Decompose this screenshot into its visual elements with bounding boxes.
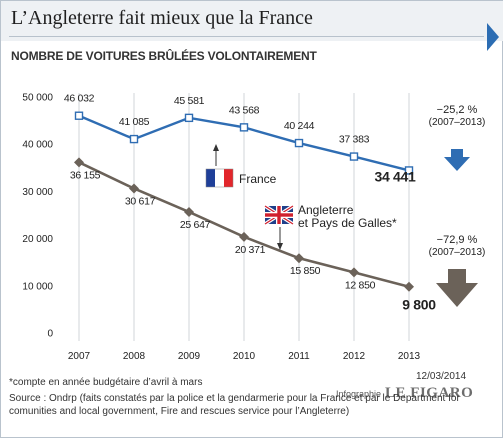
y-tick-label: 30 000 — [22, 187, 53, 198]
x-tick-label: 2011 — [288, 351, 310, 362]
credit-prefix: Infographie — [336, 389, 382, 399]
data-point — [129, 183, 139, 194]
data-point — [294, 253, 304, 264]
france-change-period: (2007–2013) — [429, 117, 486, 128]
data-point — [404, 281, 414, 292]
france-change-annotation: −25,2 % (2007–2013) — [429, 104, 486, 171]
data-point — [74, 157, 84, 168]
data-label: 36 155 — [70, 169, 101, 181]
france-flag-icon — [205, 168, 234, 188]
x-tick-label: 2007 — [68, 351, 91, 362]
france-down-arrow-icon — [444, 149, 470, 171]
england-series-name-line2: et Pays de Galles* — [298, 216, 397, 230]
data-label: 9 800 — [402, 297, 436, 313]
data-label: 40 244 — [284, 120, 315, 132]
corner-arrow-icon — [487, 23, 499, 51]
france-change-value: −25,2 % — [437, 104, 478, 116]
title-divider — [9, 36, 484, 37]
data-point — [239, 123, 249, 132]
series-markers — [74, 111, 414, 292]
france-series-name: France — [239, 172, 277, 186]
chart-subtitle: NOMBRE DE VOITURES BRÛLÉES VOLONTAIREMEN… — [11, 49, 317, 63]
x-tick-label: 2010 — [233, 351, 256, 362]
y-tick-label: 0 — [47, 329, 53, 340]
england-change-period: (2007–2013) — [429, 247, 486, 258]
data-label: 34 441 — [374, 168, 416, 184]
data-point — [184, 206, 194, 217]
grid-lines — [78, 93, 410, 341]
y-tick-label: 20 000 — [22, 234, 53, 245]
england-legend: Angleterre et Pays de Galles* — [264, 203, 397, 250]
data-label: 30 617 — [125, 195, 156, 207]
data-point — [74, 111, 84, 120]
england-change-value: −72,9 % — [437, 234, 478, 246]
england-series-name-line1: Angleterre — [298, 203, 354, 217]
source-note: Source : Ondrp (faits constatés par la p… — [9, 393, 460, 417]
data-label: 25 647 — [180, 219, 211, 231]
england-pointer-arrow-icon — [277, 243, 283, 250]
data-point — [349, 267, 359, 278]
data-label: 12 850 — [345, 279, 376, 291]
data-label: 15 850 — [290, 265, 321, 277]
y-axis-ticks: 0 10 000 20 000 30 000 40 000 50 000 — [22, 93, 53, 340]
y-tick-label: 40 000 — [22, 140, 53, 151]
le-figaro-logo: LE FIGARO — [385, 385, 474, 401]
data-point — [184, 113, 194, 123]
france-legend: France — [205, 144, 277, 188]
data-label: 43 568 — [229, 104, 260, 116]
credit: Infographie LE FIGARO — [336, 384, 473, 402]
data-labels: 46 032 41 085 45 581 43 568 40 244 37 383 34 4… — [64, 93, 437, 313]
france-pointer-arrow-icon — [213, 144, 219, 151]
data-point — [239, 231, 249, 242]
data-label: 41 085 — [119, 116, 150, 128]
data-point — [294, 138, 304, 148]
x-tick-label: 2012 — [343, 351, 366, 362]
data-point — [349, 152, 359, 161]
data-point — [404, 166, 414, 175]
x-axis-ticks: 2007 2008 2009 2010 2011 2012 2013 — [68, 351, 421, 362]
data-label: 45 581 — [174, 95, 205, 107]
england-down-arrow-icon — [436, 269, 478, 307]
y-tick-label: 50 000 — [22, 93, 53, 104]
x-tick-label: 2013 — [398, 351, 421, 362]
uk-flag-icon — [264, 204, 294, 226]
data-label: 20 371 — [235, 244, 266, 256]
data-label: 46 032 — [64, 93, 95, 105]
footnote: *compte en année budgétaire d’avril à ma… — [9, 377, 203, 388]
data-label: 37 383 — [339, 134, 370, 146]
page-title: L’Angleterre fait mieux que la France — [11, 7, 313, 29]
data-point — [129, 134, 139, 144]
publication-date: 12/03/2014 — [416, 371, 467, 382]
england-change-annotation: −72,9 % (2007–2013) — [429, 234, 486, 307]
header-band — [1, 1, 503, 41]
x-tick-label: 2009 — [178, 351, 201, 362]
y-tick-label: 10 000 — [22, 281, 53, 292]
x-tick-label: 2008 — [123, 351, 146, 362]
line-chart: 0 10 000 20 000 30 000 40 000 50 000 2007 2008… — [22, 93, 486, 363]
